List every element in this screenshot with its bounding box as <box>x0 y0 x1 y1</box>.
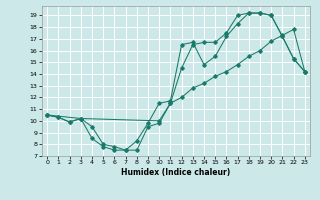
X-axis label: Humidex (Indice chaleur): Humidex (Indice chaleur) <box>121 168 231 177</box>
